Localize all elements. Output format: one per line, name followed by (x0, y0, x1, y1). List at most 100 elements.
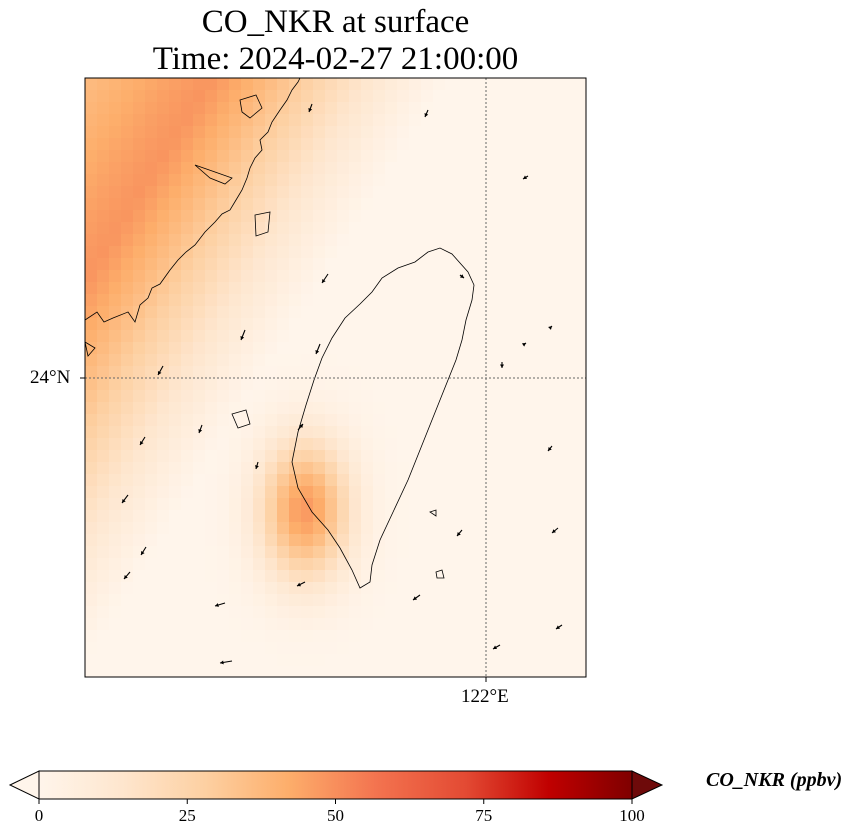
heatmap-cell (421, 642, 434, 655)
heatmap-cell (145, 222, 158, 235)
heatmap-cell (217, 210, 230, 223)
wind-arrow-head (552, 529, 556, 533)
heatmap-cell (457, 618, 470, 631)
heatmap-cell (205, 510, 218, 523)
heatmap-cell (253, 414, 266, 427)
heatmap-cell (469, 630, 482, 643)
heatmap-cell (121, 534, 134, 547)
heatmap-cell (253, 198, 266, 211)
heatmap-cell (301, 558, 314, 571)
heatmap-cell (469, 342, 482, 355)
heatmap-cell (349, 462, 362, 475)
heatmap-cell (397, 222, 410, 235)
heatmap-cell (253, 222, 266, 235)
heatmap-cell (529, 198, 542, 211)
heatmap-cell (229, 594, 242, 607)
heatmap-cell (289, 414, 302, 427)
heatmap-cell (457, 258, 470, 271)
heatmap-cell (433, 78, 446, 91)
heatmap-cell (121, 90, 134, 103)
heatmap-cell (433, 474, 446, 487)
heatmap-cell (469, 354, 482, 367)
heatmap-cell (121, 390, 134, 403)
heatmap-cell (109, 126, 122, 139)
heatmap-cell (505, 426, 518, 439)
heatmap-cell (445, 138, 458, 151)
heatmap-cell (529, 462, 542, 475)
heatmap-cell (577, 522, 586, 535)
heatmap-cell (397, 162, 410, 175)
heatmap-cell (433, 294, 446, 307)
heatmap-cell (217, 462, 230, 475)
heatmap-cell (301, 594, 314, 607)
heatmap-cell (301, 246, 314, 259)
heatmap-cell (541, 306, 554, 319)
heatmap-cell (397, 318, 410, 331)
heatmap-cell (277, 402, 290, 415)
heatmap-cell (373, 90, 386, 103)
heatmap-cell (133, 462, 146, 475)
heatmap-cell (181, 366, 194, 379)
heatmap-cell (337, 618, 350, 631)
heatmap-cell (241, 534, 254, 547)
heatmap-cell (265, 606, 278, 619)
heatmap-cell (433, 642, 446, 655)
heatmap-cell (145, 474, 158, 487)
heatmap-cell (193, 138, 206, 151)
heatmap-cell (157, 198, 170, 211)
heatmap-cell (565, 234, 578, 247)
heatmap-cell (157, 582, 170, 595)
heatmap-cell (109, 222, 122, 235)
heatmap-cell (265, 282, 278, 295)
heatmap-cell (553, 90, 566, 103)
heatmap-cell (253, 174, 266, 187)
heatmap-cell (97, 174, 110, 187)
heatmap-cell (109, 294, 122, 307)
heatmap-cell (301, 162, 314, 175)
heatmap-cell (133, 222, 146, 235)
heatmap-cell (457, 546, 470, 559)
heatmap-cell (541, 582, 554, 595)
heatmap-cell (145, 306, 158, 319)
heatmap-cell (169, 282, 182, 295)
heatmap-cell (85, 198, 98, 211)
heatmap-cell (445, 390, 458, 403)
heatmap-cell (397, 210, 410, 223)
heatmap-cell (325, 486, 338, 499)
heatmap-cell (553, 510, 566, 523)
heatmap-cell (193, 618, 206, 631)
heatmap-cell (265, 198, 278, 211)
heatmap-cell (433, 354, 446, 367)
heatmap-cell (469, 570, 482, 583)
heatmap-cell (565, 630, 578, 643)
heatmap-cell (505, 318, 518, 331)
heatmap-cell (157, 474, 170, 487)
heatmap-cell (577, 498, 586, 511)
heatmap-cell (133, 390, 146, 403)
heatmap-cell (469, 426, 482, 439)
heatmap-cell (445, 246, 458, 259)
heatmap-cell (133, 354, 146, 367)
heatmap-cell (529, 174, 542, 187)
heatmap-cell (145, 234, 158, 247)
heatmap-cell (469, 318, 482, 331)
heatmap-cell (529, 450, 542, 463)
heatmap-cell (493, 378, 506, 391)
heatmap-cell (109, 366, 122, 379)
heatmap-cell (133, 114, 146, 127)
heatmap-cell (193, 438, 206, 451)
heatmap-cell (313, 558, 326, 571)
heatmap-cell (481, 438, 494, 451)
heatmap-cell (361, 426, 374, 439)
coastline-layer (85, 78, 475, 589)
heatmap-cell (493, 102, 506, 115)
heatmap-cell (241, 306, 254, 319)
heatmap-cell (289, 294, 302, 307)
heatmap-cell (289, 222, 302, 235)
heatmap-cell (205, 246, 218, 259)
heatmap-cell (205, 390, 218, 403)
heatmap-cell (289, 390, 302, 403)
heatmap-cell (493, 498, 506, 511)
heatmap-cell (313, 642, 326, 655)
heatmap-cell (157, 486, 170, 499)
